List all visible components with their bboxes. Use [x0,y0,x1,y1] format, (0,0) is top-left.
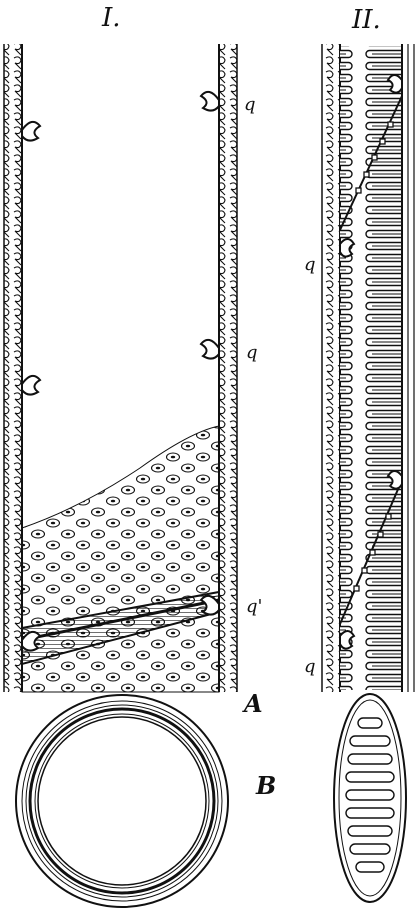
vessel-cross-section [15,694,229,908]
vessel-I-left-wall [4,44,22,692]
vessel-II-ladder-pits [340,46,402,690]
label-A: A [242,689,263,718]
panel-label-ii: II. [351,5,381,35]
vessel-I [3,44,238,693]
panel-label-i: I. [101,3,121,33]
vessel-II-left-wall [322,44,340,692]
vessel-II-beaded-pits [353,121,394,592]
label-q-vessel-ii-upper: q [304,254,316,275]
vessel-II [321,44,415,692]
scalariform-plate [333,693,407,903]
label-q-vessel-ii-lower: q [304,656,316,677]
vessel-I-pit-notches [21,90,220,652]
vessel-II-pit-notches [339,74,403,650]
label-B: B [255,771,276,800]
label-q-upper: q [244,94,256,115]
vessel-I-right-wall [219,44,237,692]
label-q-prime: q' [246,596,262,617]
label-q-middle: q [246,342,258,363]
